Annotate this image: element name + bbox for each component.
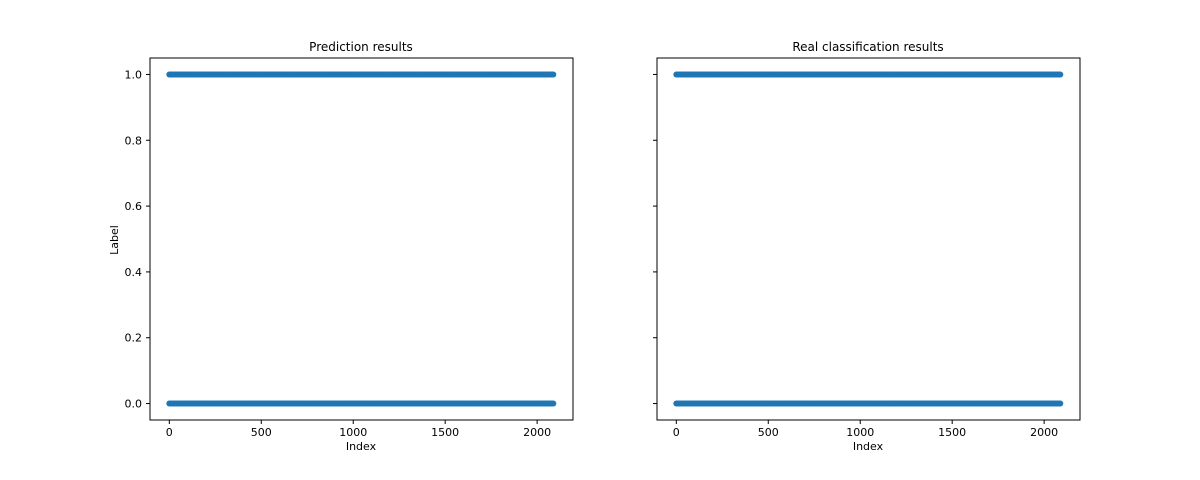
y-tick-label: 0.2: [125, 332, 143, 345]
x-axis-ticks: 0 500 1000 1500 2000: [673, 420, 1058, 439]
plot-frame: [149, 57, 574, 421]
x-tick-label: 500: [758, 426, 779, 439]
subplot-title: Prediction results: [309, 40, 413, 54]
x-tick-label: 1000: [846, 426, 874, 439]
x-tick-label: 500: [251, 426, 272, 439]
x-tick-label: 1000: [339, 426, 367, 439]
plot-frame: [656, 57, 1081, 421]
scatter-point: [550, 400, 557, 407]
x-tick-label: 1500: [938, 426, 966, 439]
x-axis-ticks: 0 500 1000 1500 2000: [166, 420, 551, 439]
x-tick-label: 1500: [431, 426, 459, 439]
scatter-point: [550, 71, 557, 78]
y-tick-label: 0.4: [125, 266, 143, 279]
y-tick-label: 1.0: [125, 68, 143, 81]
y-axis-ticks: 0.0 0.2 0.4 0.6 0.8 1.0: [125, 68, 150, 411]
y-tick-label: 0.0: [125, 398, 143, 411]
x-tick-label: 2000: [1030, 426, 1058, 439]
scatter-point: [1057, 400, 1064, 407]
x-tick-label: 0: [166, 426, 173, 439]
scatter-point: [1057, 71, 1064, 78]
subplot-prediction: Prediction results 0 500 1000 1500 2000 0.00…: [108, 40, 574, 453]
y-tick-label: 0.6: [125, 200, 143, 213]
subplot-title: Real classification results: [792, 40, 943, 54]
scatter-points: [673, 71, 1064, 407]
x-axis-label: Index: [346, 440, 377, 453]
subplot-real-classification: Real classification results 0 500 1000 1500…: [653, 40, 1081, 453]
x-tick-label: 2000: [523, 426, 551, 439]
y-axis-label: Label: [108, 225, 121, 255]
scatter-points: [166, 71, 557, 407]
y-axis-ticks: [653, 73, 657, 405]
y-tick-label: 0.8: [125, 134, 143, 147]
x-tick-label: 0: [673, 426, 680, 439]
x-axis-label: Index: [853, 440, 884, 453]
